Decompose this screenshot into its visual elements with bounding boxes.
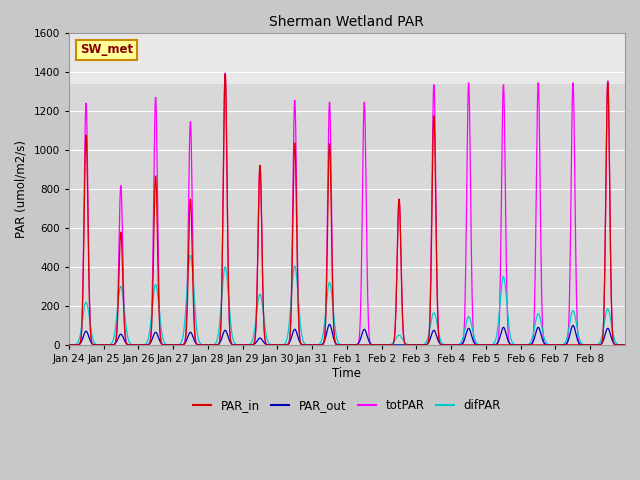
totPAR xyxy=(614,342,622,348)
PAR_in xyxy=(621,342,629,348)
PAR_out xyxy=(333,341,340,347)
X-axis label: Time: Time xyxy=(332,367,362,380)
totPAR xyxy=(378,342,386,348)
totPAR xyxy=(479,342,486,348)
PAR_out xyxy=(378,342,386,348)
PAR_out xyxy=(621,342,629,348)
PAR_in xyxy=(614,342,622,348)
PAR_out xyxy=(152,329,159,335)
PAR_out xyxy=(614,342,622,348)
difPAR xyxy=(479,342,486,348)
totPAR xyxy=(221,70,229,76)
totPAR xyxy=(333,342,340,348)
Bar xyxy=(69,33,625,84)
Title: Sherman Wetland PAR: Sherman Wetland PAR xyxy=(269,15,424,29)
PAR_out xyxy=(322,334,330,340)
PAR_out xyxy=(65,342,73,348)
Text: SW_met: SW_met xyxy=(80,43,133,56)
Legend: PAR_in, PAR_out, totPAR, difPAR: PAR_in, PAR_out, totPAR, difPAR xyxy=(189,395,505,417)
PAR_out xyxy=(326,322,333,327)
totPAR xyxy=(152,95,159,100)
PAR_in xyxy=(560,342,568,348)
difPAR xyxy=(621,342,629,348)
difPAR xyxy=(560,341,568,347)
PAR_out xyxy=(560,342,568,348)
Line: totPAR: totPAR xyxy=(69,73,625,345)
Line: PAR_in: PAR_in xyxy=(69,74,625,345)
Line: PAR_out: PAR_out xyxy=(69,324,625,345)
PAR_in xyxy=(333,342,340,348)
PAR_in xyxy=(323,303,330,309)
PAR_in xyxy=(221,71,229,77)
Y-axis label: PAR (umol/m2/s): PAR (umol/m2/s) xyxy=(15,140,28,238)
difPAR xyxy=(152,282,159,288)
difPAR xyxy=(323,304,330,310)
Line: difPAR: difPAR xyxy=(69,255,625,345)
totPAR xyxy=(560,342,568,348)
PAR_in xyxy=(152,173,159,179)
PAR_out xyxy=(479,342,486,348)
PAR_in xyxy=(65,342,73,348)
totPAR xyxy=(621,342,629,348)
difPAR xyxy=(65,342,73,348)
PAR_in xyxy=(343,342,351,348)
totPAR xyxy=(65,342,73,348)
PAR_in xyxy=(479,342,486,348)
difPAR xyxy=(333,335,340,340)
difPAR xyxy=(186,252,194,258)
totPAR xyxy=(323,295,330,301)
difPAR xyxy=(343,342,351,348)
difPAR xyxy=(614,342,622,348)
